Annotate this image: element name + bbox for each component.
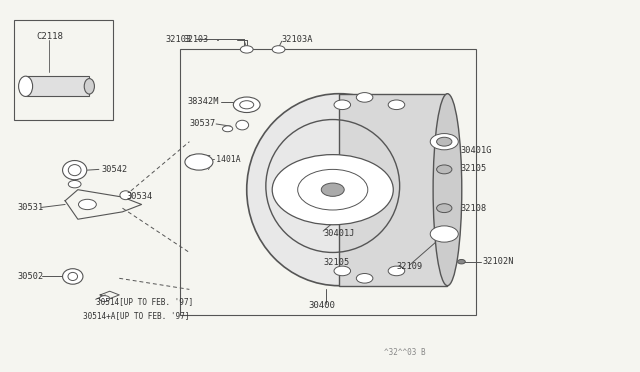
Circle shape — [388, 266, 404, 276]
Text: 30542: 30542 — [101, 165, 128, 174]
Circle shape — [430, 226, 458, 242]
Text: N: N — [196, 157, 201, 167]
Text: 30514[UP TO FEB. '97]: 30514[UP TO FEB. '97] — [96, 297, 193, 306]
Text: ^32^^03 B: ^32^^03 B — [384, 347, 426, 357]
Ellipse shape — [19, 76, 33, 96]
Ellipse shape — [63, 269, 83, 284]
Circle shape — [272, 46, 285, 53]
Text: 30401J: 30401J — [323, 229, 355, 238]
Text: 32105: 32105 — [460, 164, 486, 173]
Circle shape — [436, 204, 452, 212]
Circle shape — [272, 155, 394, 225]
Circle shape — [356, 93, 373, 102]
Text: 30531: 30531 — [17, 203, 44, 212]
Text: 30400: 30400 — [308, 301, 335, 311]
Bar — [339, 94, 447, 286]
Ellipse shape — [234, 97, 260, 112]
Circle shape — [100, 296, 109, 302]
Text: 30514+A[UP TO FEB. '97]: 30514+A[UP TO FEB. '97] — [83, 311, 189, 320]
Text: C2118: C2118 — [36, 32, 63, 41]
Circle shape — [321, 183, 344, 196]
Ellipse shape — [246, 94, 431, 286]
Ellipse shape — [68, 272, 77, 280]
Circle shape — [185, 154, 213, 170]
Text: 32102N: 32102N — [483, 257, 514, 266]
Circle shape — [388, 100, 404, 110]
Bar — [14, 20, 113, 119]
Circle shape — [430, 134, 458, 150]
Circle shape — [241, 46, 253, 53]
Ellipse shape — [240, 101, 253, 109]
Text: 38342M: 38342M — [188, 97, 219, 106]
Ellipse shape — [120, 191, 131, 200]
Circle shape — [458, 260, 465, 264]
Text: 32108: 32108 — [460, 203, 486, 213]
Text: 30502: 30502 — [17, 272, 44, 281]
Ellipse shape — [84, 78, 95, 94]
Ellipse shape — [433, 94, 462, 286]
Text: 32103A: 32103A — [282, 35, 313, 44]
Ellipse shape — [63, 161, 87, 180]
Bar — [26, 76, 90, 96]
Text: (1): (1) — [198, 162, 212, 171]
Bar — [180, 49, 476, 315]
Circle shape — [356, 273, 373, 283]
Text: 30401G: 30401G — [460, 146, 492, 155]
Text: 08915-1401A: 08915-1401A — [188, 155, 241, 164]
Ellipse shape — [236, 120, 248, 130]
Circle shape — [79, 199, 97, 210]
Circle shape — [334, 266, 351, 276]
Text: 30537: 30537 — [189, 119, 216, 128]
Text: 32103: 32103 — [183, 35, 208, 44]
Text: 32103: 32103 — [166, 35, 192, 44]
Text: 32109: 32109 — [396, 262, 422, 271]
Text: 30534: 30534 — [126, 192, 152, 201]
Text: 32105: 32105 — [323, 258, 349, 267]
Circle shape — [436, 165, 452, 174]
Circle shape — [436, 137, 452, 146]
Circle shape — [223, 126, 233, 132]
Circle shape — [68, 180, 81, 188]
Circle shape — [298, 169, 368, 210]
Ellipse shape — [68, 164, 81, 176]
Circle shape — [334, 100, 351, 110]
